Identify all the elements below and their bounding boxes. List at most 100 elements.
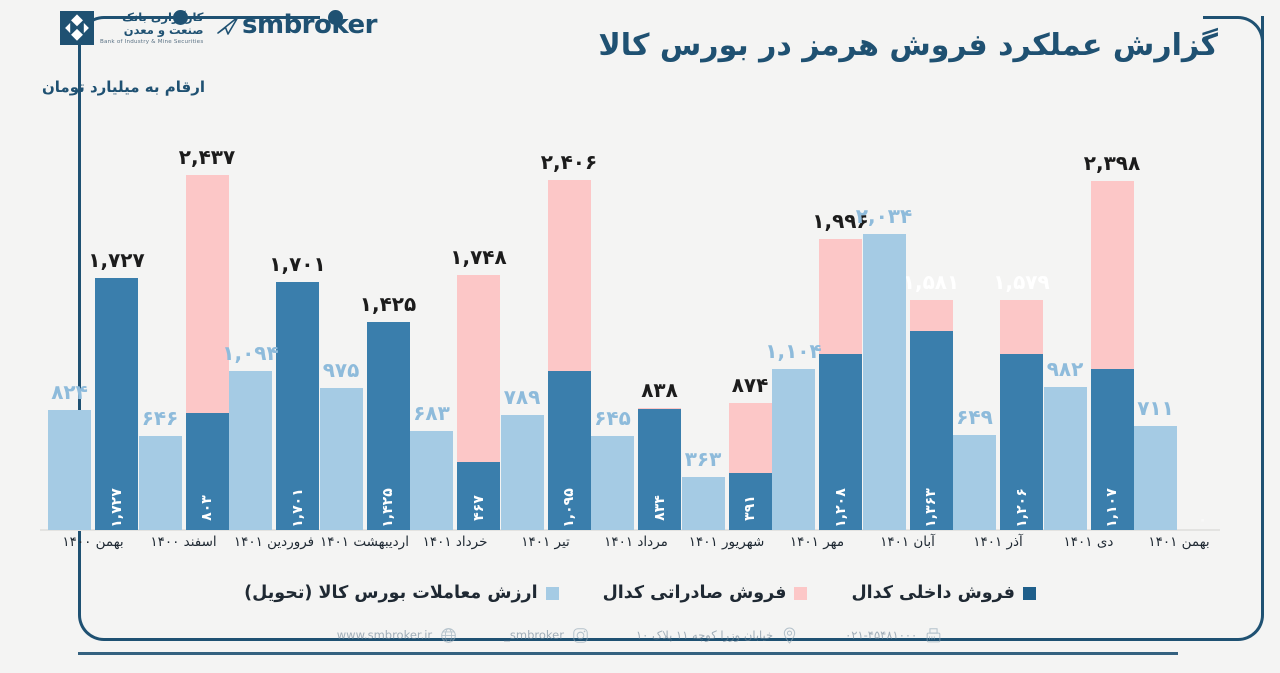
bar-column-exchange: ۹۸۲ xyxy=(1043,110,1087,530)
x-axis-label: آبان ۱۴۰۱ xyxy=(880,534,935,550)
bar-value-label-domestic: ۱,۲۰۶ xyxy=(1013,488,1030,528)
instagram-icon xyxy=(573,627,588,643)
logo-text-line1: کارگزاری بانک xyxy=(122,10,204,24)
bar-segment-exchange xyxy=(681,477,725,530)
chart-baseline xyxy=(40,529,1220,531)
bar-value-label-exchange: ۹۸۲ xyxy=(1046,356,1084,381)
bar-segment-exchange xyxy=(48,409,91,530)
bar-segment-exchange xyxy=(138,435,182,530)
x-axis-label: مهر ۱۴۰۱ xyxy=(789,534,845,550)
bar-value-label-exchange: ۳۶۳ xyxy=(684,447,722,472)
bar-segment-export xyxy=(547,179,591,371)
footer-phone-text: ۰۲۱-۴۵۴۸۱۰۰۰ xyxy=(845,628,918,642)
footer-contact-bar: ۰۲۱-۴۵۴۸۱۰۰۰ خیابان وزرا کوچه ۱۱ پلاک ۱۰… xyxy=(0,618,1280,652)
bar-total-label: ۱,۵۷۹ xyxy=(993,270,1050,294)
legend-item-domestic[interactable]: فروش داخلی کدال xyxy=(851,583,1036,603)
bar-column-sales: ۱,۷۰۱ ۱,۷۰۱ xyxy=(269,110,326,530)
bar-group: ۱,۱۰۷ ۲,۳۹۸ ۹۸۲ xyxy=(1043,110,1140,530)
fax-icon xyxy=(926,627,941,642)
bar-column-exchange: ۶۴۵ xyxy=(591,110,634,530)
bar-segment-domestic: ۱,۳۶۳ xyxy=(909,331,953,530)
x-axis-label: اردیبهشت ۱۴۰۱ xyxy=(320,534,409,550)
bar-value-label-exchange: ۲,۰۳۴ xyxy=(855,203,913,228)
bar-segment-export xyxy=(1090,180,1134,369)
footer-address: خیابان وزرا کوچه ۱۱ پلاک ۱۰ xyxy=(636,626,799,645)
x-axis-label: اسفند ۱۴۰۰ xyxy=(150,534,217,550)
bar-column-exchange: ۶۸۳ xyxy=(410,110,453,530)
bar-segment-exchange xyxy=(772,369,815,530)
bar-segment-exchange xyxy=(953,435,996,530)
bar-value-label-exchange: ۷۸۹ xyxy=(503,385,541,410)
bar-column-exchange: ۱,۱۰۴ xyxy=(765,110,822,530)
bar-segment-export xyxy=(457,275,500,462)
bar-total-label: ۱,۹۹۶ xyxy=(812,209,869,234)
x-axis-label: فروردین ۱۴۰۱ xyxy=(233,534,315,550)
bar-value-label-exchange: ۶۴۶ xyxy=(141,405,179,430)
bar-column-exchange: ۶۴۶ xyxy=(138,110,182,530)
bar-segment-domestic: ۸۳۴ xyxy=(638,408,681,530)
units-note: ارقام به میلیارد تومان xyxy=(41,78,205,96)
legend-label-exchange: ارزش معاملات بورس کالا (تحویل) xyxy=(244,583,538,603)
bar-segment-exchange xyxy=(1134,426,1177,530)
bar-group: ۱,۴۲۵ ۱,۴۲۵ ۹۷۵ xyxy=(319,110,416,530)
brand-name: smbroker xyxy=(242,10,377,40)
legend-item-exchange[interactable]: ارزش معاملات بورس کالا (تحویل) xyxy=(244,583,559,603)
bar-segment-domestic: ۱,۲۰۸ xyxy=(819,354,862,530)
bar-segment-domestic: ۱,۷۲۷ xyxy=(95,278,138,530)
bar-total-label: ۸۷۴ xyxy=(731,372,769,397)
x-axis-label: دی ۱۴۰۱ xyxy=(1063,534,1114,550)
bar-value-label-domestic: ۰ xyxy=(1198,512,1207,528)
company-logo: کارگزاری بانک صنعت و معدن Bank of Indust… xyxy=(60,4,203,52)
bar-column-sales: ۱,۱۰۷ ۲,۳۹۸ xyxy=(1084,110,1140,530)
bar-column-sales: ۱,۳۶۳ ۱,۵۸۱ xyxy=(903,110,959,530)
paper-plane-icon xyxy=(217,16,239,35)
bar-total-label: ۱,۴۲۵ xyxy=(359,292,417,317)
bar-value-label-domestic: ۱,۲۰۸ xyxy=(832,488,849,528)
footer-instagram-text: smbroker_ xyxy=(504,628,564,642)
bar-group: ۰ ۷۱۱ xyxy=(1134,110,1224,530)
bar-segment-export xyxy=(638,407,681,409)
footer-website-text: www.smbroker.ir xyxy=(336,628,433,642)
bar-column-exchange: ۸۲۴ xyxy=(48,110,91,530)
x-axis-label: آذر ۱۴۰۱ xyxy=(973,534,1023,550)
bar-segment-exchange xyxy=(500,415,544,530)
footer-instagram[interactable]: smbroker_ xyxy=(504,626,590,645)
bank-logo-icon xyxy=(60,11,94,45)
bar-value-label-exchange: ۶۸۳ xyxy=(413,400,450,425)
legend-label-domestic: فروش داخلی کدال xyxy=(851,583,1015,603)
bar-segment-domestic: ۱,۱۰۷ xyxy=(1090,368,1134,530)
bar-value-label-domestic: ۸۰۳ xyxy=(199,495,215,521)
legend-item-export[interactable]: فروش صادراتی کدال xyxy=(603,583,808,603)
bar-value-label-domestic: ۱,۷۰۱ xyxy=(289,488,306,528)
bar-value-label-exchange: ۹۷۵ xyxy=(322,357,360,382)
globe-icon xyxy=(441,627,456,643)
x-axis-label: شهریور ۱۴۰۱ xyxy=(688,534,765,550)
decorative-dot-left xyxy=(173,10,188,25)
bar-segment-domestic: ۱,۷۰۱ xyxy=(276,282,319,530)
bar-segment-exchange xyxy=(410,430,453,530)
bar-value-label-domestic: ۱,۴۲۵ xyxy=(380,488,396,528)
bar-value-label-exchange: ۷۱۱ xyxy=(1137,396,1174,421)
decorative-dot-right xyxy=(328,10,343,25)
x-axis-label: بهمن ۱۴۰۱ xyxy=(1148,534,1210,550)
bar-group: ۱,۷۰۱ ۱,۷۰۱ ۱,۰۹۴ xyxy=(222,110,326,530)
bar-segment-export xyxy=(819,239,862,355)
bar-column-exchange: ۷۱۱ xyxy=(1134,110,1177,530)
bar-column-exchange: ۹۷۵ xyxy=(319,110,363,530)
footer-divider xyxy=(78,652,1178,655)
bar-group: ۱,۰۹۵ ۲,۴۰۶ ۷۸۹ xyxy=(500,110,597,530)
bar-column-exchange: ۳۶۳ xyxy=(681,110,725,530)
bar-total-label: ۲,۳۹۸ xyxy=(1083,150,1141,175)
bar-group: ۴۶۷ ۱,۷۴۸ ۶۸۳ xyxy=(410,110,507,530)
chart-legend: فروش داخلی کدال فروش صادراتی کدال ارزش معا… xyxy=(0,583,1280,603)
x-axis-label: تیر ۱۴۰۱ xyxy=(521,534,570,550)
bar-group: ۱,۷۲۷ ۱,۷۲۷ ۸۲۴ xyxy=(48,110,145,530)
bar-column-sales: ۱,۲۰۸ ۱,۹۹۶ xyxy=(812,110,869,530)
bar-total-label: ۲,۴۰۶ xyxy=(540,149,598,174)
bar-value-label-domestic: ۴۶۷ xyxy=(470,495,487,521)
bar-column-sales: ۱,۴۲۵ ۱,۴۲۵ xyxy=(360,110,416,530)
bar-group: ۱,۲۰۸ ۱,۹۹۶ ۱,۱۰۴ xyxy=(765,110,869,530)
bar-total-label: ۱,۷۲۷ xyxy=(88,248,145,273)
footer-website[interactable]: www.smbroker.ir xyxy=(337,626,458,645)
footer-phone: ۰۲۱-۴۵۴۸۱۰۰۰ xyxy=(845,626,943,645)
